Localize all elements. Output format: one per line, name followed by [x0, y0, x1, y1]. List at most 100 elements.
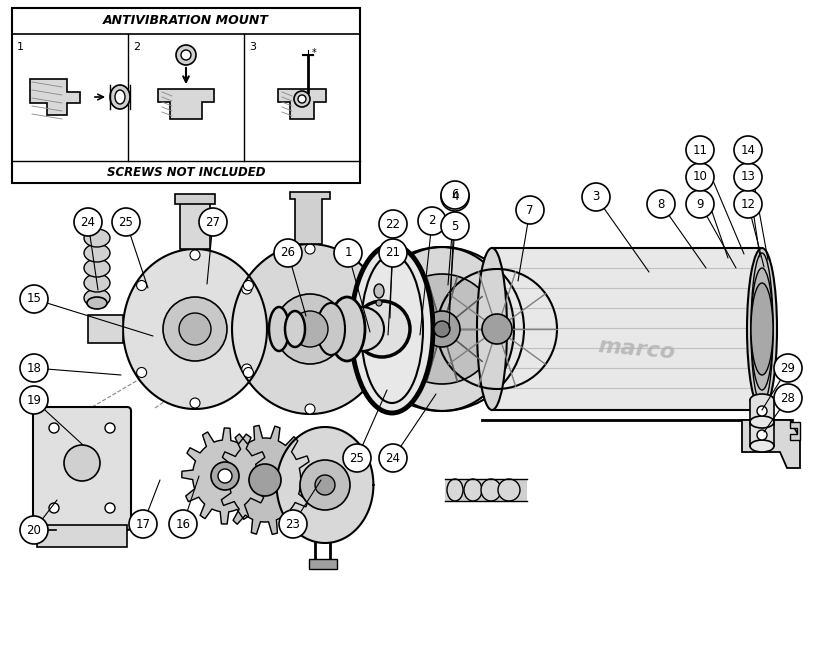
Bar: [750, 424, 774, 446]
Text: 2: 2: [133, 42, 140, 52]
Bar: [750, 400, 774, 422]
Circle shape: [734, 136, 762, 164]
Text: ANTIVIBRATION MOUNT: ANTIVIBRATION MOUNT: [103, 14, 269, 27]
Bar: [180, 201, 210, 249]
Text: SCREWS NOT INCLUDED: SCREWS NOT INCLUDED: [107, 165, 265, 179]
Circle shape: [275, 294, 345, 364]
Text: 27: 27: [205, 216, 221, 228]
Ellipse shape: [298, 95, 306, 103]
Circle shape: [516, 196, 544, 224]
Circle shape: [169, 510, 197, 538]
Circle shape: [49, 423, 59, 433]
Circle shape: [300, 460, 350, 510]
Circle shape: [379, 444, 407, 472]
Circle shape: [368, 284, 378, 294]
Ellipse shape: [176, 45, 196, 65]
Ellipse shape: [751, 253, 773, 405]
Ellipse shape: [269, 307, 289, 351]
Text: 9: 9: [696, 198, 704, 211]
Circle shape: [734, 190, 762, 218]
Circle shape: [418, 207, 446, 235]
Ellipse shape: [84, 229, 110, 247]
Polygon shape: [232, 244, 388, 414]
Circle shape: [199, 208, 227, 236]
Ellipse shape: [84, 259, 110, 277]
Bar: [12, 8, 360, 183]
Text: 13: 13: [741, 171, 756, 184]
Ellipse shape: [750, 416, 774, 428]
Circle shape: [218, 469, 232, 483]
Ellipse shape: [317, 303, 345, 355]
Ellipse shape: [329, 297, 365, 361]
Circle shape: [105, 503, 115, 513]
Circle shape: [112, 208, 140, 236]
Circle shape: [279, 510, 307, 538]
Ellipse shape: [447, 479, 463, 501]
Circle shape: [249, 464, 281, 496]
Circle shape: [582, 183, 610, 211]
Text: 1: 1: [344, 247, 352, 260]
Text: 8: 8: [658, 198, 665, 211]
Circle shape: [647, 190, 675, 218]
Ellipse shape: [340, 307, 384, 351]
Text: 1: 1: [17, 42, 24, 52]
Text: marco: marco: [597, 336, 677, 362]
Bar: [309, 559, 337, 569]
Circle shape: [190, 398, 200, 408]
Polygon shape: [290, 192, 330, 244]
Text: 6: 6: [452, 188, 459, 201]
Circle shape: [734, 163, 762, 191]
Ellipse shape: [361, 255, 423, 403]
Circle shape: [137, 281, 147, 290]
Ellipse shape: [181, 50, 191, 60]
Circle shape: [774, 384, 802, 412]
Text: 21: 21: [386, 247, 400, 260]
Circle shape: [74, 208, 102, 236]
Circle shape: [64, 445, 100, 481]
Ellipse shape: [294, 91, 310, 107]
Circle shape: [387, 274, 497, 384]
Circle shape: [129, 510, 157, 538]
Ellipse shape: [115, 90, 125, 104]
Ellipse shape: [757, 406, 767, 416]
Ellipse shape: [374, 284, 384, 298]
Circle shape: [105, 423, 115, 433]
Circle shape: [274, 239, 302, 267]
Text: 16: 16: [176, 517, 190, 530]
Text: 25: 25: [119, 216, 133, 228]
Circle shape: [241, 284, 252, 294]
Circle shape: [482, 314, 512, 344]
Text: 17: 17: [135, 517, 151, 530]
Ellipse shape: [750, 394, 774, 406]
Text: 20: 20: [26, 523, 41, 536]
Circle shape: [305, 244, 315, 254]
Ellipse shape: [498, 479, 520, 501]
FancyBboxPatch shape: [33, 407, 131, 530]
Text: 18: 18: [26, 362, 41, 375]
Circle shape: [20, 285, 48, 313]
Text: *: *: [311, 48, 316, 58]
Circle shape: [368, 364, 378, 374]
Ellipse shape: [84, 274, 110, 292]
Circle shape: [424, 311, 460, 347]
Circle shape: [441, 183, 469, 211]
Text: 3: 3: [592, 190, 600, 203]
Text: 24: 24: [81, 216, 96, 228]
Circle shape: [292, 311, 328, 347]
Circle shape: [190, 250, 200, 260]
Circle shape: [49, 503, 59, 513]
Text: 4: 4: [452, 190, 459, 203]
Circle shape: [686, 136, 714, 164]
Text: 22: 22: [386, 218, 400, 230]
Circle shape: [163, 297, 227, 361]
Ellipse shape: [751, 268, 773, 390]
Ellipse shape: [351, 245, 433, 413]
Ellipse shape: [757, 430, 767, 440]
Ellipse shape: [110, 85, 130, 109]
Ellipse shape: [285, 311, 305, 347]
Circle shape: [343, 444, 371, 472]
Text: 28: 28: [780, 392, 795, 405]
Polygon shape: [37, 525, 127, 547]
Text: 15: 15: [26, 292, 41, 305]
Circle shape: [20, 386, 48, 414]
